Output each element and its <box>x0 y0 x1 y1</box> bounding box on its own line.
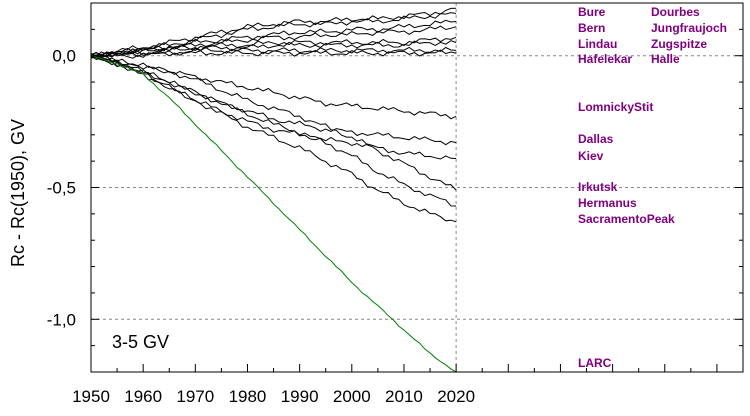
series-line-halle <box>90 49 457 59</box>
axis-ticks <box>90 2 744 373</box>
station-label-kiev: Kiev <box>578 149 604 163</box>
x-tick-label: 1990 <box>281 387 319 406</box>
station-label-hafelekar: Hafelekar <box>578 52 632 66</box>
x-tick-label: 2010 <box>385 387 423 406</box>
tick-labels: 1950 1960 1970 1980 1990 2000 2010 2020 -1,0 -0,5… <box>47 47 475 406</box>
x-tick-label: 1960 <box>124 387 162 406</box>
y-axis-label: Rc - Rc(1950), GV <box>8 119 28 267</box>
station-label-irkutsk: Irkutsk <box>578 180 618 194</box>
x-tick-label: 2000 <box>333 387 371 406</box>
series-line-lindau <box>90 36 457 57</box>
series-line-larc <box>90 54 457 373</box>
station-label-bern: Bern <box>578 21 605 35</box>
station-label-zugspitze: Zugspitze <box>651 37 707 51</box>
station-label-dourbes: Dourbes <box>651 5 700 19</box>
station-label-hermanus: Hermanus <box>578 196 637 210</box>
x-tick-label: 1950 <box>72 387 110 406</box>
series-line-irkutsk <box>90 56 457 191</box>
series-line-bern <box>90 19 457 58</box>
station-label-larc: LARC <box>578 356 612 370</box>
series-line-dourbes <box>90 12 457 59</box>
y-tick-label: -1,0 <box>47 310 76 329</box>
station-label-halle: Halle <box>651 52 680 66</box>
series-layer <box>90 7 457 373</box>
series-line-dallas <box>90 54 457 146</box>
y-tick-label: -0,5 <box>47 179 76 198</box>
series-line-jungfraujoch <box>90 25 457 57</box>
series-line-sacramentopeak <box>90 54 457 223</box>
series-line-kiev <box>90 52 457 160</box>
station-label-jungfraujoch: Jungfraujoch <box>651 21 727 35</box>
station-label-lomnickystit: LomnickyStit <box>578 100 653 114</box>
station-label-dallas: Dallas <box>578 132 614 146</box>
station-label-sacramentopeak: SacramentoPeak <box>578 212 675 226</box>
x-tick-label: 1980 <box>229 387 267 406</box>
station-labels: Bure Dourbes Bern Jungfraujoch Lindau Zugspit… <box>578 5 727 370</box>
grid-lines <box>91 3 743 372</box>
series-line-lomnickystit <box>90 54 457 120</box>
x-tick-label: 2020 <box>437 387 475 406</box>
series-line-hermanus <box>90 55 457 207</box>
station-label-lindau: Lindau <box>578 37 617 51</box>
y-tick-label: 0,0 <box>52 47 76 66</box>
station-label-bure: Bure <box>578 5 606 19</box>
energy-range-annotation: 3-5 GV <box>112 332 169 352</box>
x-tick-label: 1970 <box>176 387 214 406</box>
